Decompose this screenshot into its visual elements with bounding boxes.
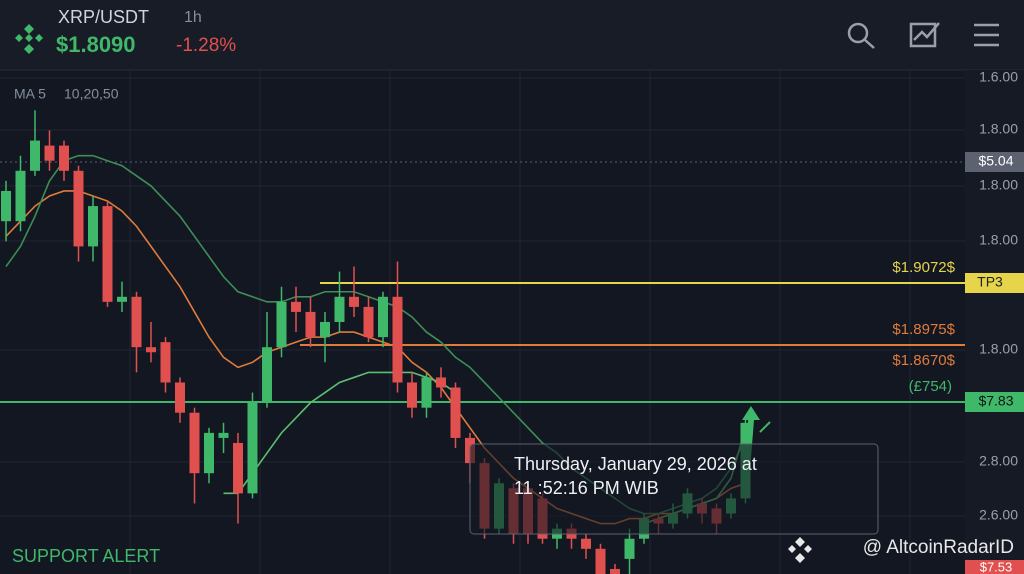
candle-body [349,296,359,307]
y-axis-label: 1.8.00 [979,177,1018,193]
y-axis-label: 2.8.00 [979,453,1018,469]
level-a: $1.8975$ [892,321,955,338]
candle-body [204,432,214,474]
candle-body [1,190,11,222]
tooltip-time: 11 :52:16 PM WIB [514,478,659,498]
candle-body [436,377,446,388]
candle-body [160,342,171,383]
candle-body [73,170,84,247]
header-bar [0,0,1024,70]
current-tag [965,152,1024,172]
candle-body [88,206,98,247]
y-axis-label: 1.8.00 [979,121,1018,137]
candle-body [581,538,591,549]
tp3-tag-text: TP3 [977,274,1003,290]
candle-body [595,548,606,574]
support-note: (£754) [909,378,952,395]
y-axis-label: 1.6.00 [979,69,1018,85]
y-axis-label: 1.8.00 [979,232,1018,248]
candle-body [276,301,287,348]
candle-body [407,382,417,408]
tp3-tag [965,273,1024,293]
menu-icon[interactable] [974,23,999,47]
candle-body [247,402,258,494]
candle-body [15,170,26,222]
candle-body [334,296,345,322]
candle-body [610,568,620,574]
watermark: @ AltcoinRadarID [863,537,1014,558]
candle-body [117,296,127,302]
tp3-price: $1.9072$ [892,259,955,276]
candle-body [378,296,388,338]
indicator-label: MA 5 [14,86,46,102]
tooltip-date: Thursday, January 29, 2026 at [514,454,757,474]
y-axis-label: 1.8.00 [979,341,1018,357]
candle-body [146,347,156,353]
bottom-tag [965,560,1024,574]
interval[interactable]: 1h [184,9,202,26]
candle-body [320,322,330,338]
support-tag-text: $7.83 [978,393,1013,409]
logo [15,24,43,54]
support-tag [965,392,1024,412]
candle-body [59,145,69,171]
candle-body [363,306,374,338]
candle-body [189,412,200,474]
candle-body [44,145,55,161]
search-icon[interactable] [847,22,875,49]
pair: XRP/USDT [58,7,149,27]
candle-body [291,301,301,312]
change: -1.28% [176,35,236,56]
current-tag-text: $5.04 [978,153,1013,169]
price: $1.8090 [56,32,136,57]
indicator-periods: 10,20,50 [64,86,119,102]
draw-icon[interactable] [909,22,940,48]
candle-body [30,140,40,171]
candle-body [421,377,432,408]
candle-body [624,538,635,559]
candle-body [131,296,142,348]
tooltip [469,443,879,535]
candle-body [392,296,403,383]
candle-body [305,311,316,338]
y-axis-label: 2.6.00 [979,507,1018,523]
bottom-tag-text: $7.53 [980,559,1013,574]
candle-body [233,442,243,494]
candle-body [218,432,229,438]
candle-body [450,387,461,438]
y-axis-labels: 1.6.00 1.8.00 1.8.00 1.8.00 1.8.00 2.8.00 2.6.… [979,69,1018,523]
alert: SUPPORT ALERT [12,546,160,566]
price-axis [965,70,1024,574]
candle-body [262,347,272,403]
up-arrow-tail [759,421,771,433]
candle-body [175,382,185,413]
candle-body [102,206,113,302]
level-b: $1.8670$ [892,352,955,369]
watermark-logo [788,537,812,563]
